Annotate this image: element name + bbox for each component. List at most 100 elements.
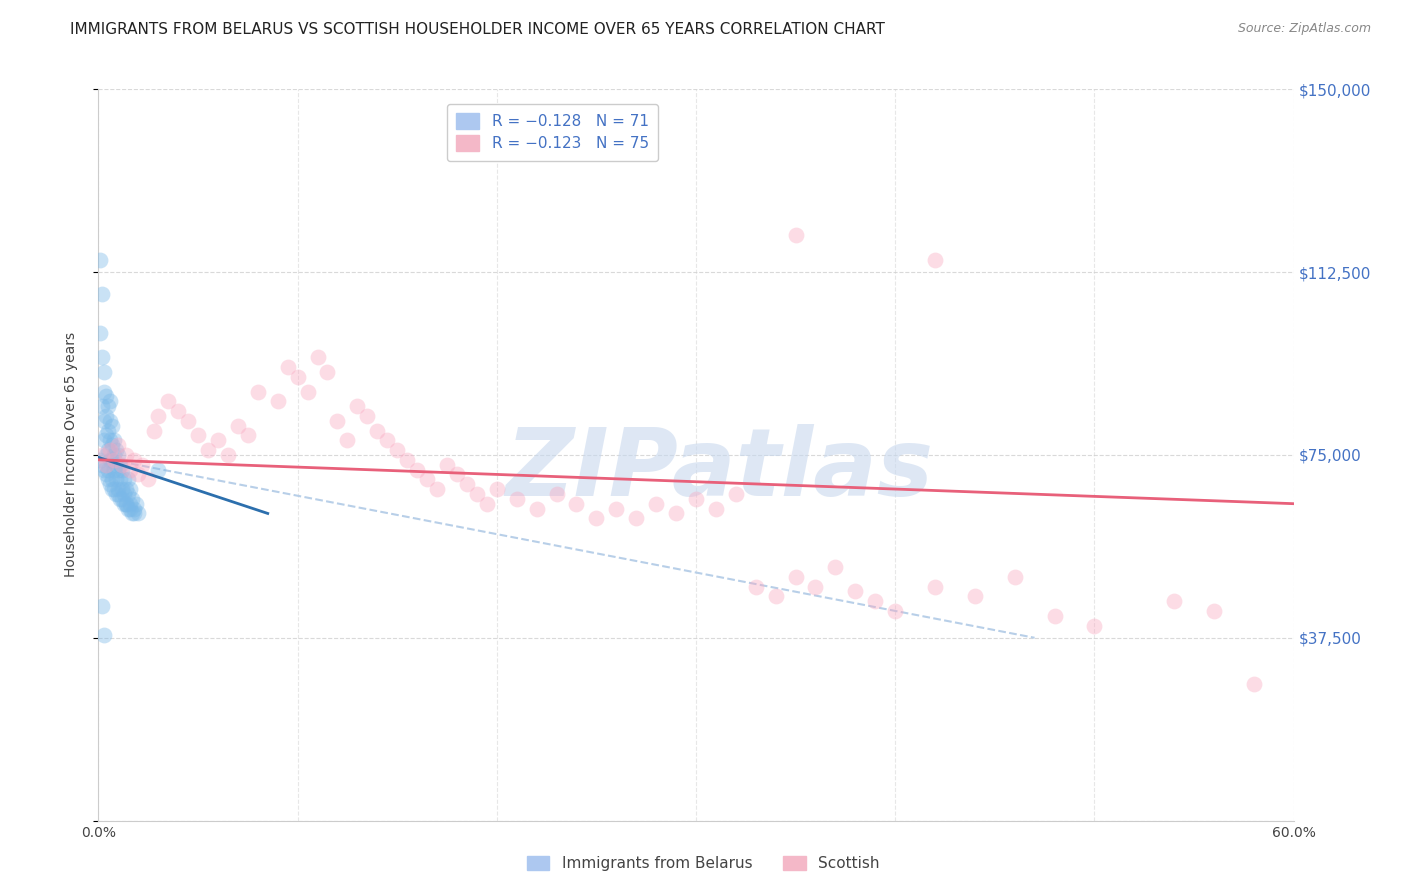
Point <box>111 462 134 476</box>
Point <box>115 497 138 511</box>
Point <box>96 389 118 403</box>
Point <box>117 501 139 516</box>
Point <box>96 428 118 442</box>
Point <box>97 399 120 413</box>
Point <box>356 409 378 423</box>
Point <box>93 434 115 448</box>
Point <box>366 424 388 438</box>
Point <box>785 228 807 243</box>
Point <box>336 434 359 448</box>
Point <box>91 458 114 472</box>
Point <box>115 448 138 462</box>
Point <box>1083 618 1105 632</box>
Point <box>121 491 143 506</box>
Point <box>112 497 135 511</box>
Point <box>148 409 170 423</box>
Y-axis label: Householder Income Over 65 years: Householder Income Over 65 years <box>63 333 77 577</box>
Point <box>267 394 290 409</box>
Point <box>97 424 120 438</box>
Point <box>143 424 166 438</box>
Point <box>844 584 866 599</box>
Point <box>103 462 125 476</box>
Point <box>120 462 142 476</box>
Point <box>96 467 118 482</box>
Point <box>785 570 807 584</box>
Point <box>287 370 309 384</box>
Point <box>217 448 239 462</box>
Point <box>120 501 142 516</box>
Point <box>396 452 419 467</box>
Point <box>884 604 907 618</box>
Point <box>101 438 124 452</box>
Point <box>117 472 139 486</box>
Point <box>246 384 269 399</box>
Point <box>105 472 128 486</box>
Point <box>97 443 120 458</box>
Point <box>485 482 508 496</box>
Point <box>96 458 118 472</box>
Text: ZIPatlas: ZIPatlas <box>506 424 934 516</box>
Point <box>385 443 409 458</box>
Point <box>91 599 114 613</box>
Point <box>1004 570 1026 584</box>
Point <box>416 472 439 486</box>
Point <box>101 482 124 496</box>
Point <box>375 434 398 448</box>
Point <box>110 472 132 486</box>
Point <box>89 452 111 467</box>
Point <box>107 438 129 452</box>
Point <box>107 487 129 501</box>
Point <box>127 467 149 482</box>
Point <box>115 497 138 511</box>
Point <box>93 462 115 476</box>
Point <box>346 399 368 413</box>
Point <box>456 477 478 491</box>
Point <box>197 443 219 458</box>
Point <box>111 482 134 496</box>
Point <box>704 501 727 516</box>
Point <box>745 580 768 594</box>
Point <box>91 351 114 365</box>
Point <box>605 501 627 516</box>
Point <box>157 394 180 409</box>
Point <box>865 594 887 608</box>
Point <box>120 497 142 511</box>
Point <box>626 511 648 525</box>
Point <box>406 462 429 476</box>
Point <box>98 434 122 448</box>
Point <box>111 458 134 472</box>
Point <box>187 428 209 442</box>
Point <box>93 384 115 399</box>
Point <box>89 252 111 267</box>
Point <box>107 462 129 476</box>
Point <box>101 418 124 433</box>
Point <box>824 560 846 574</box>
Point <box>316 365 339 379</box>
Point <box>110 458 132 472</box>
Point <box>125 497 148 511</box>
Point <box>98 452 122 467</box>
Point <box>105 443 128 458</box>
Point <box>665 507 688 521</box>
Point <box>963 590 986 604</box>
Point <box>105 458 128 472</box>
Point <box>924 252 946 267</box>
Point <box>93 628 115 642</box>
Point <box>131 458 153 472</box>
Point <box>1163 594 1185 608</box>
Point <box>111 491 134 506</box>
Point <box>526 501 548 516</box>
Point <box>103 448 125 462</box>
Point <box>475 497 498 511</box>
Point <box>446 467 468 482</box>
Point <box>645 497 668 511</box>
Point <box>117 487 139 501</box>
Point <box>110 491 132 506</box>
Point <box>124 507 146 521</box>
Point <box>91 399 114 413</box>
Point <box>121 507 143 521</box>
Point <box>226 418 249 433</box>
Point <box>120 482 142 496</box>
Point <box>101 452 124 467</box>
Point <box>105 487 128 501</box>
